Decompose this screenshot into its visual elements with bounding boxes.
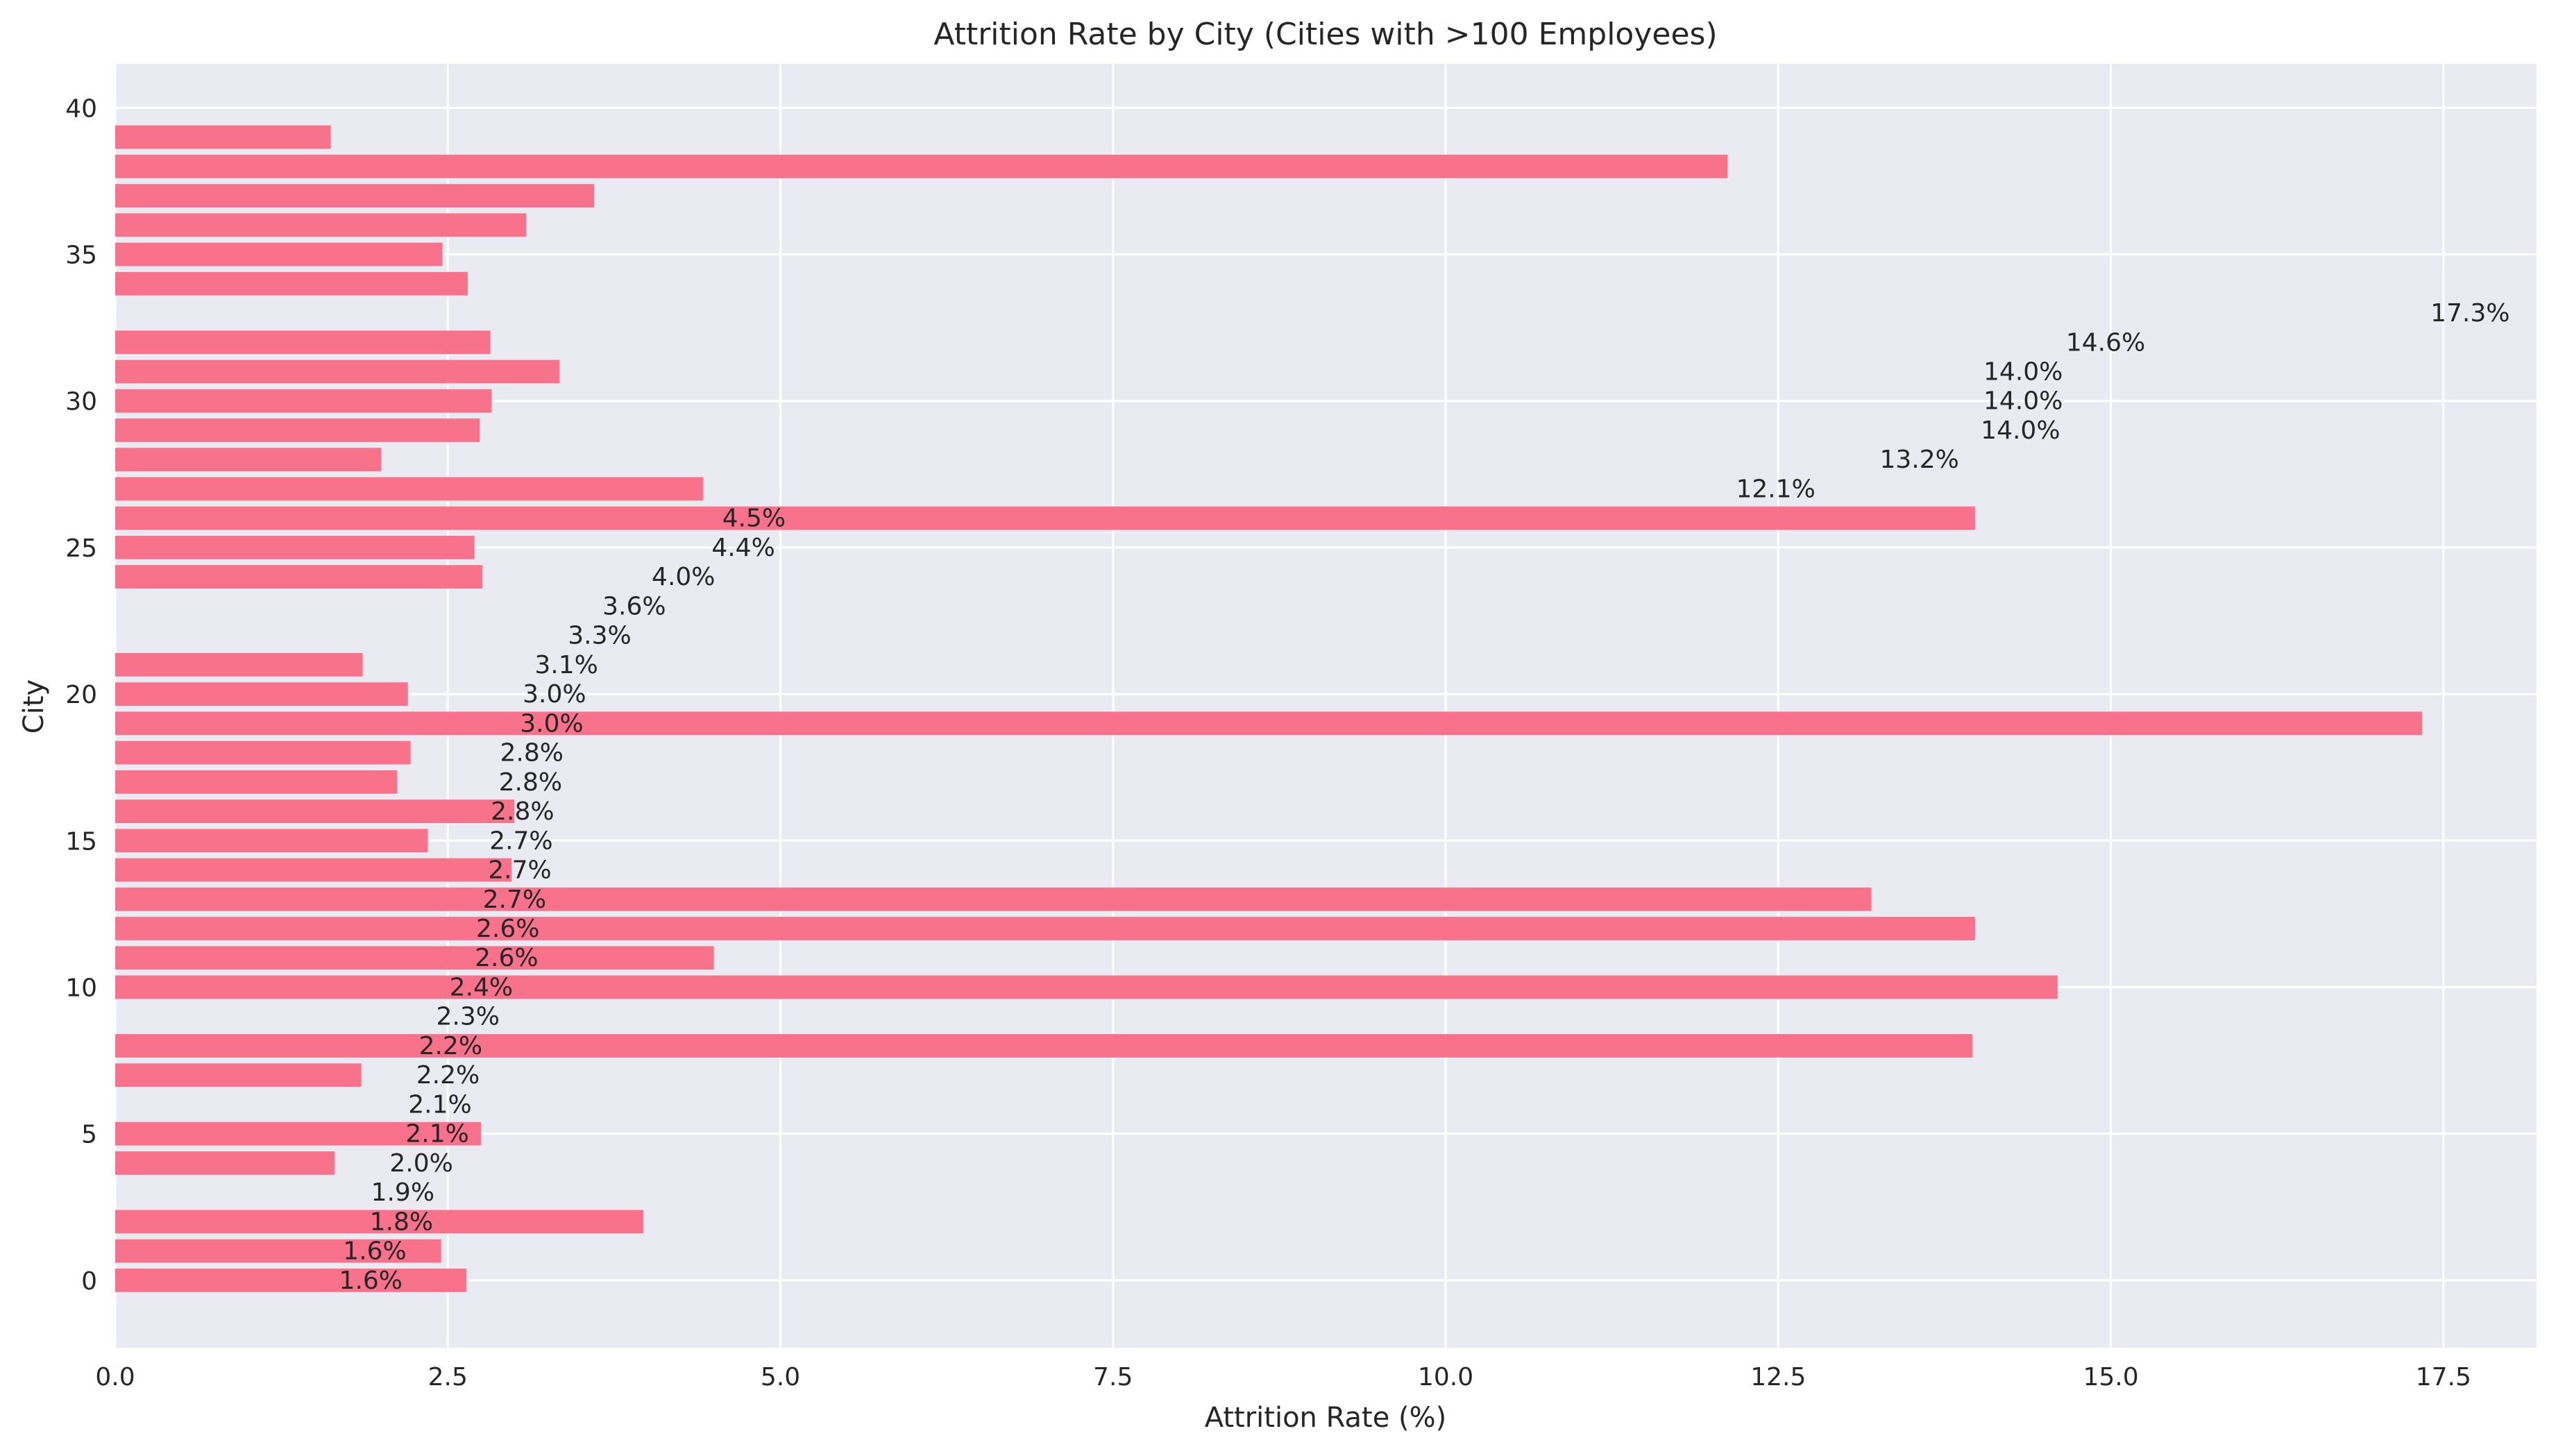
data-label: 14.6%: [2066, 328, 2145, 357]
bar-city-24: [115, 565, 483, 589]
data-label: 4.5%: [722, 505, 786, 533]
data-label: 14.0%: [1981, 416, 2060, 445]
bar-city-18: [115, 740, 411, 765]
data-label: 2.6%: [475, 944, 538, 972]
x-axis-label: Attrition Rate (%): [1205, 1402, 1447, 1434]
bar-city-19: [115, 711, 2423, 736]
data-label: 2.8%: [491, 797, 554, 826]
data-label: 3.1%: [534, 651, 598, 679]
data-label: 1.8%: [370, 1208, 433, 1236]
y-axis-label: City: [18, 679, 50, 734]
bar-city-29: [115, 418, 480, 442]
bar-city-32: [115, 330, 491, 355]
bar-city-27: [115, 477, 704, 501]
bar-city-34: [115, 271, 468, 296]
y-tick-label: 30: [65, 388, 97, 416]
data-label: 4.4%: [711, 534, 775, 562]
y-tick-label: 0: [81, 1267, 97, 1296]
bar-city-30: [115, 389, 492, 413]
bar-city-13: [115, 887, 1872, 911]
data-label: 2.2%: [419, 1032, 482, 1060]
data-label: 3.6%: [602, 592, 666, 620]
bar-city-26: [115, 506, 1976, 530]
x-tick-label: 0.0: [95, 1363, 135, 1391]
data-label: 3.0%: [523, 680, 586, 709]
data-label: 2.2%: [416, 1061, 480, 1090]
bar-city-16: [115, 799, 515, 823]
data-label: 4.0%: [652, 563, 715, 591]
bar-city-4: [115, 1151, 335, 1175]
data-label: 2.1%: [408, 1090, 471, 1119]
x-tick-label: 10.0: [1418, 1363, 1473, 1391]
bar-city-21: [115, 652, 363, 677]
data-label: 2.8%: [500, 739, 564, 768]
data-label: 1.6%: [339, 1267, 403, 1295]
data-label: 14.0%: [1983, 357, 2063, 386]
y-axis-ticks: 0 5 10 15 20 25 30 35 40: [65, 94, 97, 1295]
data-label: 2.7%: [483, 886, 546, 914]
bar-city-28: [115, 448, 382, 472]
data-label: 1.6%: [343, 1237, 406, 1266]
bar-city-37: [115, 184, 595, 208]
data-label: 2.1%: [405, 1120, 468, 1149]
y-tick-label: 15: [65, 827, 97, 856]
bar-city-0: [115, 1268, 467, 1292]
x-tick-label: 12.5: [1750, 1363, 1806, 1391]
bar-city-35: [115, 242, 443, 266]
y-tick-label: 35: [65, 242, 97, 270]
data-label: 1.9%: [371, 1178, 434, 1207]
bars-group: [115, 125, 2423, 1292]
bar-city-25: [115, 536, 475, 559]
data-label: 2.7%: [488, 856, 551, 885]
bar-city-10: [115, 975, 2058, 999]
data-label: 13.2%: [1879, 446, 1958, 474]
bar-city-2: [115, 1210, 644, 1234]
data-labels-group: 1.6%1.6%1.8%1.9%2.0%2.1%2.1%2.2%2.2%2.3%…: [339, 299, 2510, 1295]
y-tick-label: 25: [65, 534, 97, 563]
x-tick-label: 2.5: [428, 1363, 468, 1391]
x-tick-label: 5.0: [761, 1363, 800, 1391]
data-label: 17.3%: [2430, 299, 2510, 328]
data-label: 2.8%: [499, 768, 562, 797]
data-label: 14.0%: [1983, 387, 2063, 416]
x-tick-label: 7.5: [1093, 1363, 1133, 1391]
chart-title: Attrition Rate by City (Cities with >100…: [933, 17, 1717, 52]
data-label: 12.1%: [1736, 475, 1815, 503]
bar-city-14: [115, 858, 512, 882]
y-tick-label: 5: [81, 1121, 97, 1149]
bar-city-12: [115, 917, 1976, 940]
data-label: 3.0%: [520, 709, 583, 738]
bar-city-11: [115, 946, 714, 970]
bar-city-17: [115, 770, 398, 794]
bar-city-15: [115, 829, 428, 853]
bar-city-5: [115, 1121, 482, 1146]
data-label: 3.3%: [568, 622, 631, 650]
plot-background: [115, 64, 2537, 1348]
x-axis-ticks: 0.0 2.5 5.0 7.5 10.0 12.5 15.0 17.5: [95, 1363, 2471, 1391]
y-tick-label: 20: [65, 681, 97, 709]
y-tick-label: 10: [65, 974, 97, 1002]
bar-city-20: [115, 682, 408, 706]
x-tick-label: 15.0: [2083, 1363, 2138, 1391]
data-label: 2.0%: [389, 1149, 452, 1178]
x-tick-label: 17.5: [2416, 1363, 2471, 1391]
bar-city-7: [115, 1063, 362, 1087]
bar-city-39: [115, 125, 331, 149]
data-label: 2.6%: [476, 915, 539, 943]
data-label: 2.4%: [450, 973, 513, 1001]
bar-city-31: [115, 359, 560, 384]
data-label: 2.7%: [489, 827, 552, 855]
bar-city-1: [115, 1239, 441, 1263]
data-label: 2.3%: [437, 1003, 500, 1031]
y-tick-label: 40: [65, 94, 97, 123]
bar-city-38: [115, 154, 1728, 178]
bar-city-8: [115, 1034, 1973, 1058]
bar-city-36: [115, 213, 527, 237]
